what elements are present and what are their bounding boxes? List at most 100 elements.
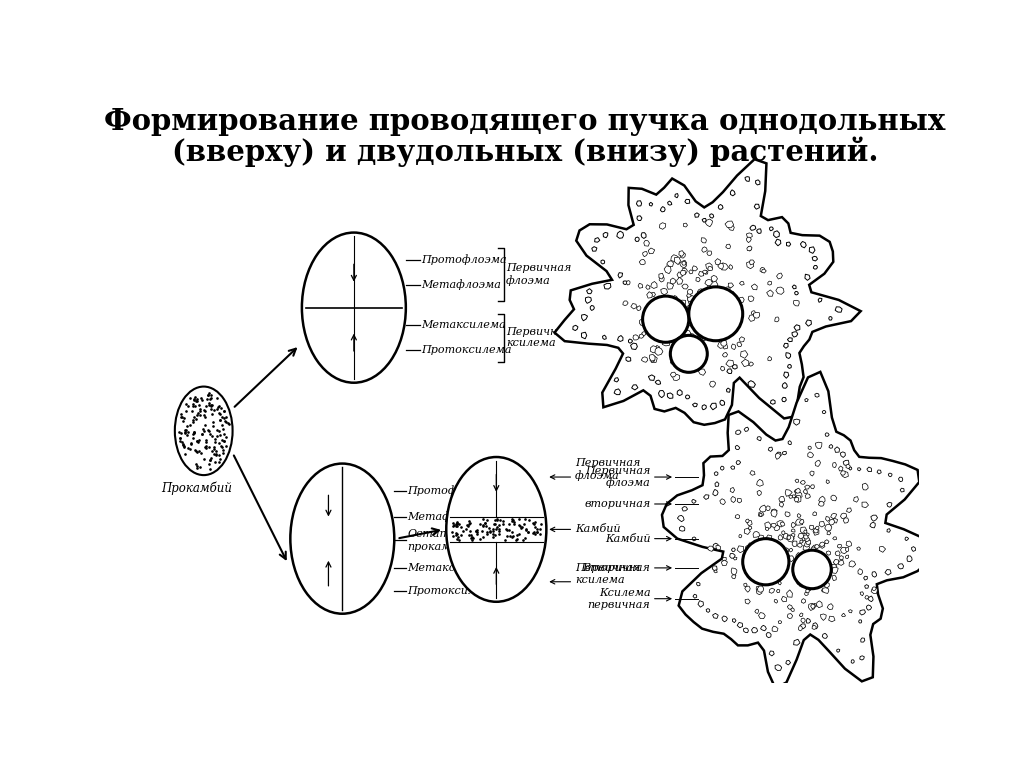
Polygon shape (705, 271, 708, 275)
Polygon shape (803, 489, 807, 494)
Polygon shape (800, 613, 803, 617)
Polygon shape (663, 338, 670, 346)
Polygon shape (694, 300, 699, 304)
Polygon shape (660, 206, 666, 212)
Polygon shape (793, 495, 796, 498)
Polygon shape (840, 555, 844, 560)
Polygon shape (787, 614, 793, 618)
Polygon shape (639, 319, 645, 325)
Polygon shape (686, 318, 694, 326)
Polygon shape (802, 558, 806, 562)
Polygon shape (699, 334, 706, 341)
Polygon shape (829, 444, 833, 448)
Polygon shape (872, 571, 877, 577)
Polygon shape (760, 562, 765, 568)
Polygon shape (803, 575, 805, 578)
Polygon shape (713, 302, 720, 309)
Polygon shape (731, 496, 735, 502)
Polygon shape (768, 447, 772, 452)
Polygon shape (819, 542, 824, 546)
Polygon shape (911, 547, 915, 551)
Polygon shape (792, 332, 798, 337)
Polygon shape (776, 273, 782, 279)
Polygon shape (860, 656, 864, 660)
Polygon shape (826, 480, 829, 484)
Polygon shape (783, 372, 788, 378)
Polygon shape (862, 502, 868, 508)
Polygon shape (810, 485, 814, 489)
Polygon shape (784, 548, 788, 554)
Polygon shape (676, 325, 680, 329)
Polygon shape (828, 317, 833, 320)
Polygon shape (786, 535, 794, 542)
Polygon shape (824, 582, 829, 588)
Text: Формирование проводящего пучка однодольных: Формирование проводящего пучка однодольн… (104, 107, 945, 136)
Polygon shape (706, 219, 713, 227)
Polygon shape (800, 540, 803, 543)
Polygon shape (846, 541, 851, 547)
Polygon shape (710, 291, 715, 297)
Polygon shape (807, 586, 811, 591)
Polygon shape (780, 522, 784, 526)
Polygon shape (776, 589, 780, 593)
Polygon shape (728, 283, 733, 288)
Polygon shape (665, 266, 671, 274)
Polygon shape (677, 390, 682, 396)
Polygon shape (812, 256, 817, 261)
Circle shape (793, 550, 831, 589)
Polygon shape (775, 317, 779, 322)
Polygon shape (745, 545, 751, 551)
Polygon shape (678, 363, 683, 367)
Polygon shape (721, 466, 724, 470)
Polygon shape (808, 446, 811, 449)
Polygon shape (696, 582, 700, 586)
Polygon shape (753, 532, 760, 538)
Polygon shape (732, 619, 736, 623)
Polygon shape (702, 219, 707, 222)
Polygon shape (706, 293, 713, 299)
Polygon shape (745, 176, 750, 181)
Polygon shape (657, 324, 660, 328)
Polygon shape (877, 470, 882, 474)
Polygon shape (668, 201, 672, 205)
Polygon shape (673, 295, 678, 300)
Polygon shape (729, 265, 733, 269)
Polygon shape (657, 324, 663, 331)
Polygon shape (713, 489, 718, 495)
Polygon shape (737, 342, 741, 347)
Polygon shape (833, 567, 839, 574)
Polygon shape (803, 552, 808, 558)
Polygon shape (614, 377, 618, 382)
Polygon shape (555, 160, 861, 425)
Circle shape (671, 335, 708, 372)
Polygon shape (851, 660, 854, 663)
Polygon shape (617, 335, 623, 341)
Polygon shape (733, 557, 737, 560)
Polygon shape (826, 551, 830, 555)
Polygon shape (806, 540, 811, 545)
Polygon shape (772, 626, 778, 631)
Polygon shape (671, 255, 679, 262)
Polygon shape (665, 328, 672, 336)
Polygon shape (786, 242, 791, 246)
Polygon shape (749, 543, 753, 548)
Polygon shape (777, 521, 783, 527)
Polygon shape (849, 561, 856, 567)
Polygon shape (808, 452, 813, 458)
Polygon shape (757, 436, 761, 441)
Polygon shape (813, 528, 818, 533)
Polygon shape (720, 400, 725, 406)
Polygon shape (637, 216, 642, 220)
Polygon shape (818, 496, 825, 503)
Text: Метаксилема: Метаксилема (421, 320, 506, 330)
Polygon shape (813, 512, 817, 515)
Polygon shape (614, 389, 621, 395)
Polygon shape (849, 467, 852, 470)
Polygon shape (644, 241, 649, 246)
Polygon shape (685, 330, 690, 337)
Polygon shape (695, 308, 702, 315)
Polygon shape (770, 227, 773, 231)
Polygon shape (787, 364, 792, 368)
Polygon shape (805, 494, 810, 499)
Polygon shape (785, 353, 791, 358)
